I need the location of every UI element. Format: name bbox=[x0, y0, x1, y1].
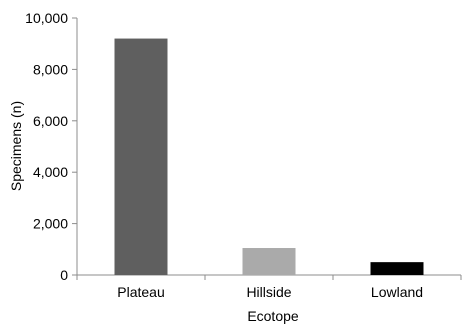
x-tick-label: Hillside bbox=[246, 284, 291, 300]
plot-area: 0 2,000 4,000 6,000 8,000 10,000 Plateau Hillsi… bbox=[25, 10, 462, 300]
bar-plateau bbox=[114, 38, 168, 276]
bar-hillside bbox=[242, 248, 296, 275]
y-tick-label: 0 bbox=[60, 267, 68, 283]
y-tick-label: 8,000 bbox=[33, 61, 68, 77]
y-axis-title: Specimens (n) bbox=[8, 101, 24, 191]
bar-lowland bbox=[370, 262, 424, 275]
y-tick-label: 4,000 bbox=[33, 164, 68, 180]
x-axis-title: Ecotope bbox=[247, 308, 299, 324]
y-tick-label: 6,000 bbox=[33, 113, 68, 129]
x-tick-label: Plateau bbox=[117, 284, 164, 300]
x-tick-label: Lowland bbox=[371, 284, 423, 300]
y-tick-label: 10,000 bbox=[25, 10, 68, 26]
y-tick-label: 2,000 bbox=[33, 216, 68, 232]
